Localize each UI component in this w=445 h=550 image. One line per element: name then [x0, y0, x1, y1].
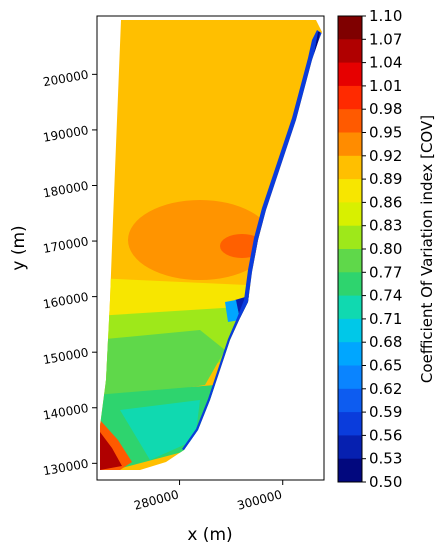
y-tick-label: 160000	[42, 290, 90, 312]
colorbar-tick-label: 0.95	[369, 124, 402, 142]
x-axis-ticks: 280000 300000	[132, 480, 284, 513]
colorbar-tick-label: 0.80	[369, 240, 402, 258]
field-region-inlet-rim	[225, 300, 240, 322]
colorbar-swatch	[338, 16, 362, 40]
colorbar-swatch	[338, 388, 362, 413]
colorbar-tick-label: 0.65	[369, 357, 402, 375]
colorbar-swatch	[338, 39, 362, 64]
colorbar-tick-label: 0.62	[369, 380, 402, 398]
colorbar-swatch	[338, 458, 362, 483]
colorbar-tick-label: 0.77	[369, 263, 402, 281]
y-tick-label: 180000	[42, 179, 90, 201]
y-tick-label: 170000	[42, 234, 90, 256]
colorbar-tick-label: 1.07	[369, 30, 402, 48]
colorbar-swatch	[338, 249, 362, 273]
colorbar-swatch	[338, 295, 362, 320]
colorbar-tick-label: 0.59	[369, 403, 402, 421]
colorbar-label: Coefficient Of Variation index [COV]	[418, 115, 436, 383]
field-region-southwest-corner-core	[100, 432, 122, 470]
colorbar-ticks: 1.10 1.07 1.04 1.01 0.98 0.95 0.92 0.89 0.86 0.83…	[362, 7, 402, 491]
colorbar-swatch	[338, 202, 362, 227]
colorbar-tick-label: 0.98	[369, 100, 402, 118]
colorbar-tick-label: 1.01	[369, 77, 402, 95]
y-tick-label: 150000	[42, 345, 90, 367]
colorbar-swatch	[338, 272, 362, 297]
x-axis-label: x (m)	[187, 525, 232, 545]
y-tick-label: 190000	[42, 123, 90, 145]
colorbar-tick-label: 0.71	[369, 310, 402, 328]
field-region-coastline-fringe	[182, 30, 322, 452]
colorbar-tick-label: 0.83	[369, 217, 402, 235]
field-region-teal-patch	[120, 400, 200, 460]
field-region-central-shoal	[128, 200, 272, 280]
colorbar-tick-label: 0.74	[369, 287, 402, 305]
colorbar-tick-label: 1.10	[369, 7, 402, 25]
colorbar-tick-label: 0.89	[369, 170, 402, 188]
colorbar-tick-label: 0.50	[369, 473, 402, 491]
colorbar-swatch	[338, 225, 362, 250]
colorbar-swatch	[338, 62, 362, 87]
colorbar	[338, 16, 362, 483]
x-tick-label: 280000	[132, 487, 180, 512]
colorbar-swatch	[338, 155, 362, 180]
colorbar-swatch	[338, 318, 362, 343]
field-region-green-band	[100, 330, 225, 395]
colorbar-swatch	[338, 132, 362, 157]
y-axis-ticks: 130000 140000 150000 160000 170000 180000 1900…	[42, 68, 97, 478]
colorbar-swatch	[338, 179, 362, 203]
colorbar-tick-label: 0.56	[369, 426, 402, 444]
cov-field	[100, 20, 322, 470]
y-tick-label: 130000	[42, 456, 90, 478]
colorbar-swatch	[338, 412, 362, 436]
x-tick-label: 300000	[236, 487, 284, 512]
y-tick-label: 200000	[42, 68, 90, 90]
colorbar-tick-label: 0.53	[369, 450, 402, 468]
colorbar-swatch	[338, 342, 362, 366]
colorbar-swatch	[338, 109, 362, 133]
colorbar-swatch	[338, 435, 362, 460]
colorbar-swatch	[338, 365, 362, 390]
colorbar-tick-label: 1.04	[369, 54, 402, 72]
colorbar-swatch	[338, 85, 362, 110]
colorbar-tick-label: 0.92	[369, 147, 402, 165]
y-axis-label: y (m)	[9, 225, 29, 270]
y-tick-label: 140000	[42, 401, 90, 423]
colorbar-tick-label: 0.86	[369, 193, 402, 211]
colorbar-tick-label: 0.68	[369, 333, 402, 351]
